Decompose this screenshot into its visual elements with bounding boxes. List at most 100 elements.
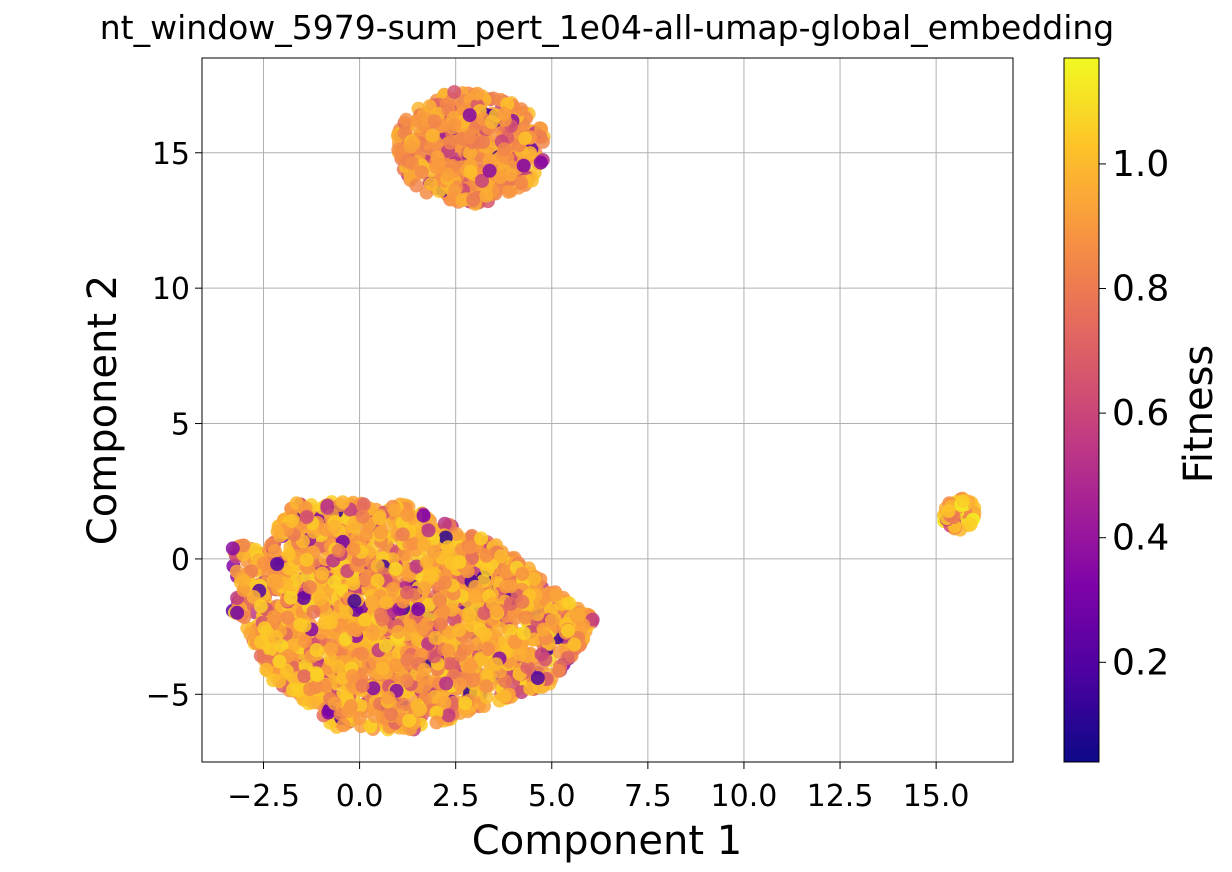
- scatter-point: [400, 652, 415, 667]
- scatter-point: [338, 632, 353, 647]
- scatter-point: [358, 572, 373, 587]
- scatter-point: [428, 630, 443, 645]
- scatter-point: [440, 167, 455, 182]
- scatter-point: [324, 642, 339, 656]
- y-tick-label: 10: [152, 272, 190, 307]
- scatter-point: [387, 503, 402, 518]
- scatter-point: [370, 573, 385, 588]
- grid: [202, 58, 1013, 762]
- scatter-point: [282, 561, 297, 576]
- x-tick-label: 0.0: [336, 779, 384, 814]
- scatter-point: [335, 495, 350, 510]
- scatter-point: [423, 177, 438, 191]
- scatter-point: [400, 585, 415, 600]
- scatter-point: [373, 607, 388, 622]
- colorbar-tick-label: 0.8: [1112, 269, 1169, 310]
- scatter-point: [286, 682, 301, 697]
- x-tick-label: 7.5: [624, 779, 672, 814]
- scatter-point: [963, 517, 978, 532]
- scatter-point: [331, 659, 346, 674]
- scatter-point: [567, 637, 582, 652]
- x-tick-label: 15.0: [903, 779, 970, 814]
- x-tick-label: 10.0: [711, 779, 778, 814]
- scatter-point: [441, 643, 456, 658]
- scatter-point: [468, 589, 483, 604]
- scatter-point: [433, 617, 448, 631]
- scatter-point: [366, 681, 381, 696]
- scatter-point: [375, 661, 390, 676]
- scatter-point: [497, 564, 512, 579]
- scatter-points: [225, 85, 982, 737]
- scatter-point: [389, 658, 404, 673]
- scatter-point: [455, 193, 470, 208]
- scatter-point: [268, 543, 282, 558]
- scatter-point: [571, 607, 586, 622]
- scatter-point: [306, 604, 321, 619]
- scatter-point: [336, 718, 351, 733]
- scatter-point: [463, 540, 477, 555]
- x-tick-label: 2.5: [432, 779, 480, 814]
- scatter-point: [356, 497, 371, 512]
- scatter-point: [302, 580, 317, 595]
- scatter-point: [533, 129, 548, 144]
- scatter-point: [497, 142, 512, 157]
- scatter-point: [411, 602, 426, 617]
- scatter-point: [530, 607, 545, 622]
- scatter-point: [399, 112, 414, 127]
- scatter-point: [479, 188, 494, 203]
- x-tick-label: 12.5: [807, 779, 874, 814]
- scatter-point: [405, 536, 420, 551]
- scatter-point: [339, 605, 354, 620]
- colorbar-label: Fitness: [1176, 345, 1222, 484]
- scatter-point: [442, 656, 457, 671]
- scatter-point: [366, 626, 381, 641]
- scatter-point: [315, 566, 330, 581]
- scatter-point: [447, 117, 462, 132]
- scatter-point: [527, 632, 542, 647]
- scatter-point: [318, 678, 333, 693]
- y-axis-ticks: −5 0 5 10 15: [146, 137, 202, 713]
- scatter-point: [327, 696, 342, 711]
- scatter-point: [504, 579, 519, 594]
- colorbar: [1063, 57, 1100, 763]
- scatter-point: [417, 581, 432, 596]
- x-tick-label: −2.5: [227, 779, 300, 814]
- plot-frame: [201, 57, 1014, 763]
- scatter-point: [481, 642, 496, 657]
- scatter-point: [358, 612, 373, 627]
- chart-title: nt_window_5979-sum_pert_1e04-all-umap-gl…: [100, 8, 1115, 47]
- scatter-point: [381, 690, 396, 705]
- colorbar-tick-label: 0.6: [1112, 393, 1169, 434]
- scatter-point: [445, 192, 460, 207]
- scatter-point: [562, 596, 577, 611]
- scatter-point: [482, 163, 497, 178]
- scatter-point: [378, 638, 393, 653]
- scatter-point: [253, 599, 268, 614]
- scatter-point: [551, 664, 566, 678]
- scatter-point: [367, 709, 382, 723]
- scatter-point: [327, 519, 342, 534]
- scatter-point: [462, 130, 477, 145]
- colorbar-tick-label: 0.2: [1112, 642, 1169, 683]
- x-axis-label: Component 1: [472, 818, 742, 864]
- scatter-point: [533, 155, 548, 170]
- scatter-point: [516, 158, 531, 173]
- scatter-point: [410, 113, 425, 128]
- scatter-point: [493, 170, 508, 185]
- scatter-point: [523, 681, 538, 696]
- scatter-point: [465, 550, 480, 565]
- scatter-point: [512, 647, 527, 662]
- scatter-point: [401, 568, 416, 583]
- y-axis-label: Component 2: [80, 275, 126, 545]
- scatter-point: [545, 613, 559, 628]
- scatter-point: [437, 516, 452, 531]
- scatter-point: [285, 513, 299, 528]
- scatter-point: [345, 669, 360, 684]
- scatter-point: [346, 576, 361, 591]
- scatter-point: [489, 657, 503, 672]
- scatter-point: [548, 587, 563, 602]
- scatter-point: [402, 713, 417, 728]
- scatter-point: [425, 128, 440, 143]
- scatter-point: [296, 591, 311, 605]
